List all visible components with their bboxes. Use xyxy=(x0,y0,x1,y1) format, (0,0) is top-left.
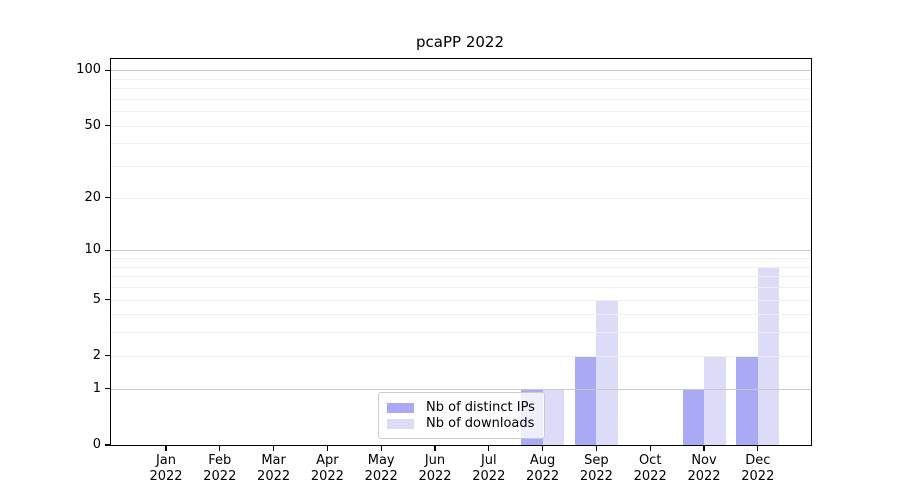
gridline-minor xyxy=(111,98,811,100)
legend-item-downloads: Nb of downloads xyxy=(387,416,536,431)
x-tick-label-line: 2022 xyxy=(472,468,506,484)
x-tick-label-line: 2022 xyxy=(633,468,667,484)
gridline-major xyxy=(111,388,811,390)
x-tick-label-line: Jul xyxy=(480,453,497,468)
x-tick-mark xyxy=(165,445,167,451)
y-tick-label: 2 xyxy=(92,347,101,363)
x-tick-label-line: 2022 xyxy=(526,468,560,484)
legend-swatch-distinct-ips xyxy=(387,402,414,413)
x-tick-mark xyxy=(703,445,705,451)
legend-label-downloads: Nb of downloads xyxy=(426,416,535,431)
x-tick-mark xyxy=(380,445,382,451)
x-tick-label-line: 2022 xyxy=(579,468,613,484)
x-tick-label-line: 2022 xyxy=(203,468,237,484)
x-tick-label: Aug 2022 xyxy=(503,453,583,484)
x-tick-label: Jan 2022 xyxy=(126,453,206,484)
bar-downloads xyxy=(542,388,565,445)
x-tick-label: Apr 2022 xyxy=(287,453,367,484)
gridline-minor xyxy=(111,166,811,168)
y-tick-mark xyxy=(104,249,110,251)
gridline-major xyxy=(111,250,811,252)
x-tick-label-line: 2022 xyxy=(741,468,775,484)
x-tick-label-line: 2022 xyxy=(418,468,452,484)
y-tick-mark xyxy=(104,298,110,301)
x-tick-label-line: Oct xyxy=(638,453,662,468)
legend-swatch-downloads xyxy=(387,418,414,429)
x-tick-mark xyxy=(595,445,598,451)
x-tick-mark xyxy=(757,445,759,451)
gridline-minor xyxy=(111,332,811,334)
x-tick-label-line: 2022 xyxy=(310,468,344,484)
x-tick-label-line: May xyxy=(367,453,395,468)
gridline-minor xyxy=(111,88,811,90)
x-tick-label: Sep 2022 xyxy=(556,453,636,484)
y-tick-label: 10 xyxy=(84,242,101,258)
legend: Nb of distinct IPs Nb of downloads xyxy=(378,392,545,439)
x-tick-label: Jul 2022 xyxy=(449,453,529,484)
x-tick-label: Oct 2022 xyxy=(610,453,690,484)
x-tick-mark xyxy=(326,445,329,451)
x-tick-label-line: Aug xyxy=(529,453,556,468)
legend-label-distinct-ips: Nb of distinct IPs xyxy=(426,400,535,415)
y-tick-mark xyxy=(104,388,110,390)
gridline-minor xyxy=(111,143,811,145)
y-tick-label: 1 xyxy=(92,380,101,396)
x-tick-label-line: Jan xyxy=(155,453,177,468)
x-tick-label-line: Nov xyxy=(691,453,717,468)
x-tick-label-line: 2022 xyxy=(687,468,721,484)
bar-distinct-ips xyxy=(682,388,704,445)
x-tick-label-line: 2022 xyxy=(257,468,291,484)
bar-downloads xyxy=(704,355,726,445)
y-tick-label: 20 xyxy=(84,189,101,205)
chart-title: pcaPP 2022 xyxy=(416,33,504,51)
bar-distinct-ips xyxy=(736,355,758,445)
y-tick-label: 100 xyxy=(76,62,101,78)
x-tick-label: Jun 2022 xyxy=(395,453,475,484)
bar-distinct-ips xyxy=(574,355,597,445)
x-tick-mark xyxy=(488,445,490,451)
y-tick-mark xyxy=(104,355,110,357)
y-tick-mark xyxy=(104,69,110,71)
gridline-minor xyxy=(111,286,811,288)
gridline-minor xyxy=(111,111,811,113)
gridline-major xyxy=(111,70,811,72)
x-tick-label: Nov 2022 xyxy=(664,453,744,484)
x-tick-mark xyxy=(649,445,651,451)
x-tick-label-line: Sep xyxy=(584,453,609,468)
x-tick-label-line: Dec xyxy=(745,453,771,468)
plot-area: Nb of distinct IPs Nb of downloads 0 1 2 5 1… xyxy=(76,58,812,484)
x-tick-label: Mar 2022 xyxy=(234,453,314,484)
y-tick-mark xyxy=(104,444,110,446)
x-tick-mark xyxy=(541,445,544,451)
y-tick-label: 50 xyxy=(84,117,101,133)
gridline-minor xyxy=(111,355,811,357)
gridline-minor xyxy=(111,258,811,260)
gridline-minor xyxy=(111,78,811,80)
x-tick-label: May 2022 xyxy=(341,453,421,484)
x-tick-mark xyxy=(434,445,436,451)
gridline-minor xyxy=(111,299,811,301)
bar-downloads xyxy=(596,299,618,445)
y-tick-label: 5 xyxy=(92,291,101,307)
gridline-minor xyxy=(111,197,811,199)
x-tick-label-line: 2022 xyxy=(149,468,183,484)
gridline-minor xyxy=(111,266,811,268)
x-tick-label-line: Jun xyxy=(424,453,446,468)
legend-item-distinct-ips: Nb of distinct IPs xyxy=(387,400,536,415)
x-tick-label-line: Apr xyxy=(316,453,339,468)
x-tick-label: Feb 2022 xyxy=(180,453,260,484)
x-tick-label: Dec 2022 xyxy=(718,453,798,484)
gridline-minor xyxy=(111,125,811,127)
y-tick-label: 0 xyxy=(92,437,101,452)
x-tick-mark xyxy=(272,445,275,451)
x-tick-label-line: 2022 xyxy=(364,468,398,484)
y-tick-mark xyxy=(104,197,110,199)
x-tick-mark xyxy=(219,445,221,451)
y-tick-mark xyxy=(104,125,110,127)
x-tick-label-line: Mar xyxy=(261,453,286,468)
gridline-minor xyxy=(111,276,811,278)
gridline-minor xyxy=(111,314,811,316)
x-tick-label-line: Feb xyxy=(208,453,232,468)
